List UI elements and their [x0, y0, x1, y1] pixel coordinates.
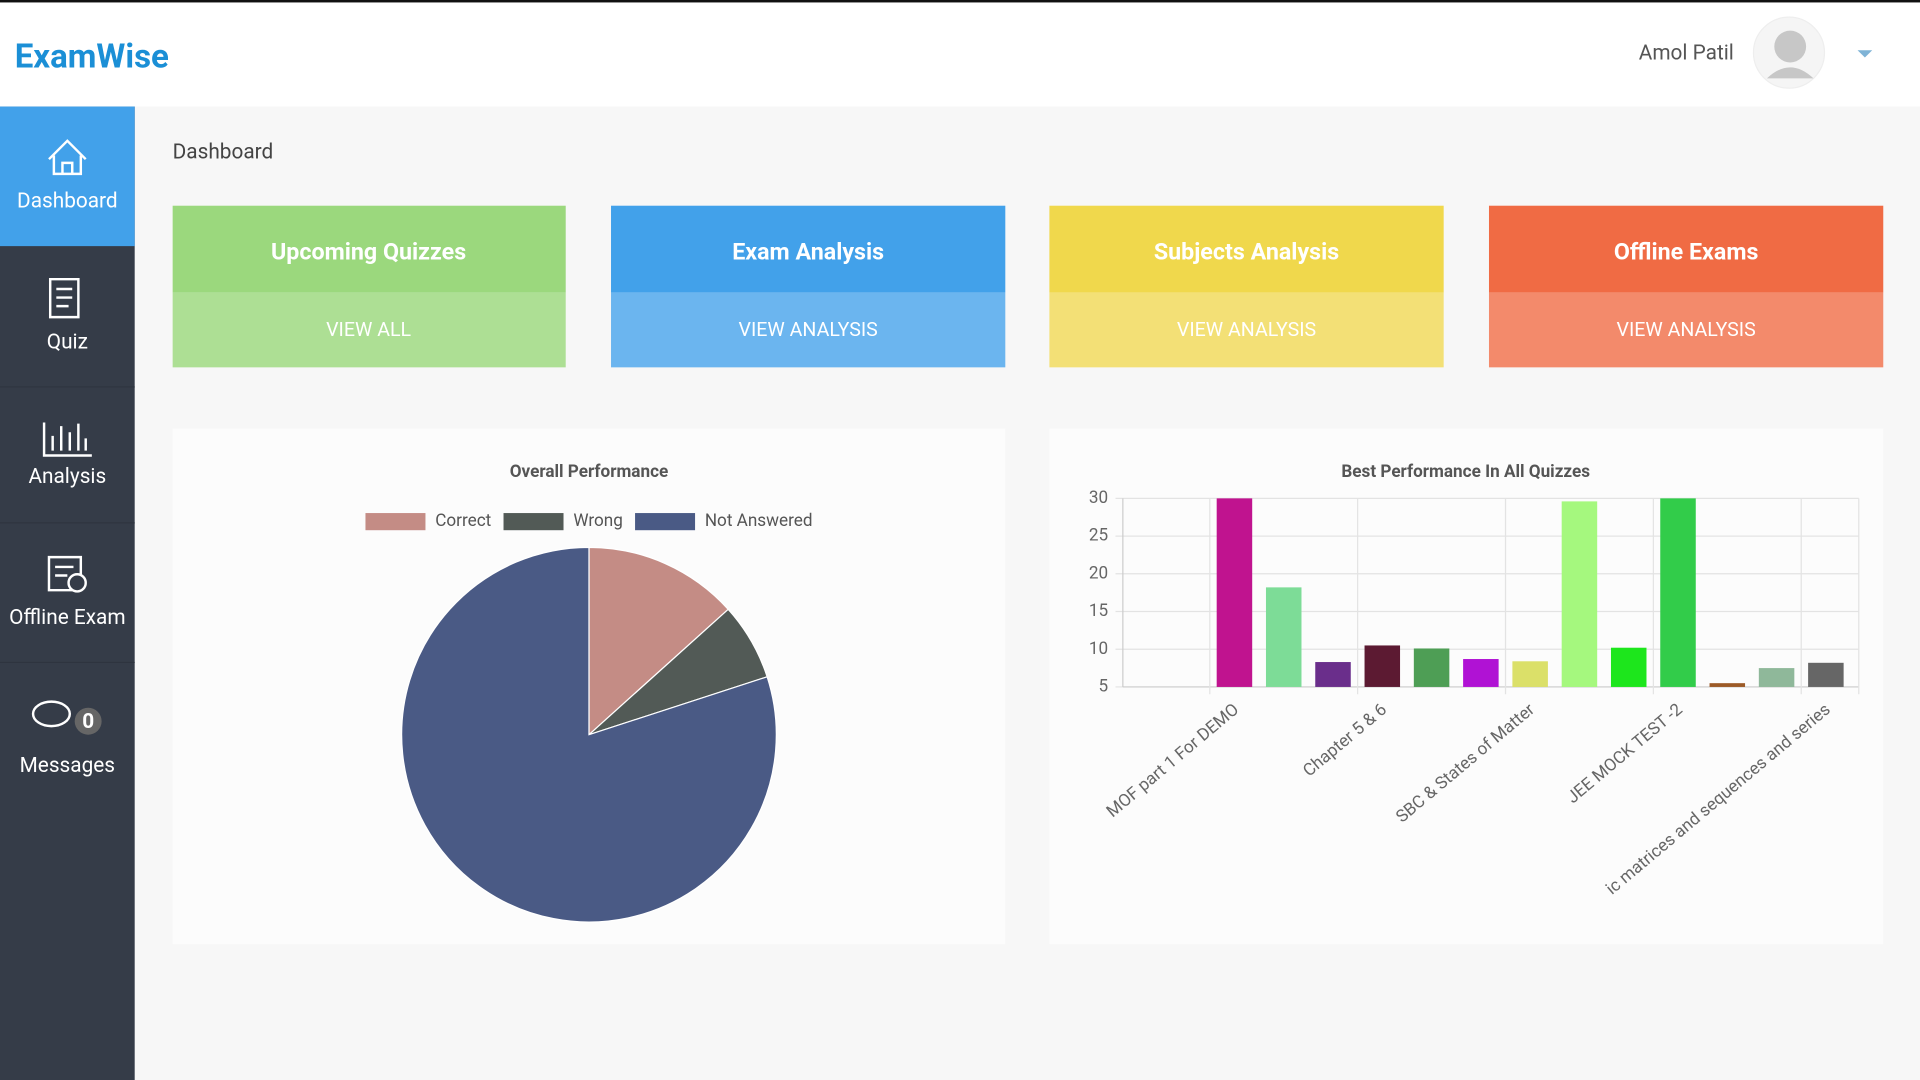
logo[interactable]: ExamWise	[15, 38, 169, 77]
card-header	[611, 205, 1006, 293]
bar	[1315, 662, 1351, 687]
y-tick-label: 20	[1089, 563, 1108, 583]
legend-swatch	[635, 513, 696, 531]
card-button[interactable]	[1488, 292, 1884, 368]
legend-swatch	[503, 513, 564, 531]
bar	[1758, 668, 1795, 687]
card-title: Exam Analysis	[732, 238, 884, 266]
nav-label[interactable]: Messages	[20, 754, 115, 778]
sidebar-bg	[0, 106, 135, 1080]
avatar[interactable]	[1752, 16, 1826, 89]
user-name[interactable]: Amol Patil	[1639, 41, 1734, 65]
nav-label[interactable]: Analysis	[28, 465, 106, 489]
card-header	[1488, 205, 1884, 293]
bar	[1610, 647, 1647, 687]
card-title: Subjects Analysis	[1154, 238, 1339, 266]
chart-title: Best Performance In All Quizzes	[1341, 462, 1590, 482]
dropdown-caret[interactable]	[1857, 50, 1873, 58]
home-icon	[48, 139, 87, 176]
y-tick-label: 10	[1089, 639, 1108, 659]
bar	[1660, 498, 1696, 687]
nav-label[interactable]: Dashboard	[17, 190, 118, 214]
card-title: Offline Exams	[1614, 238, 1759, 266]
analysis-icon	[42, 422, 92, 457]
clock-icon	[67, 573, 87, 593]
top-border	[0, 0, 1920, 3]
card-button[interactable]	[172, 292, 566, 368]
messages-icon	[31, 700, 72, 728]
y-tick-label: 30	[1089, 488, 1108, 508]
chart-title: Overall Performance	[510, 462, 669, 482]
card-button[interactable]	[1049, 292, 1444, 368]
y-tick-label: 5	[1099, 676, 1109, 696]
bar	[1413, 648, 1450, 687]
legend-label: Wrong	[573, 511, 623, 531]
badge	[74, 707, 102, 735]
quiz-icon	[48, 277, 80, 319]
nav-label[interactable]: Quiz	[47, 330, 88, 354]
cards: Upcoming Quizzes VIEW ALL Exam Analysis …	[172, 205, 1884, 368]
card-header	[172, 205, 566, 293]
nav-label[interactable]: Offline Exam	[9, 606, 125, 630]
y-tick-label: 15	[1089, 601, 1108, 621]
pie-slice	[401, 546, 777, 923]
sidebar: Dashboard Quiz Analysis Offline Exam 0 M…	[0, 106, 135, 1080]
card-action[interactable]: VIEW ANALYSIS	[739, 318, 878, 341]
bar	[1364, 645, 1401, 687]
legend-swatch	[365, 513, 426, 531]
header	[0, 0, 1920, 107]
badge-count: 0	[82, 710, 94, 734]
legend-label: Not Answered	[705, 511, 813, 531]
bar	[1216, 498, 1253, 687]
bar	[1265, 587, 1302, 687]
card-action[interactable]: VIEW ANALYSIS	[1177, 318, 1316, 341]
card-header	[1049, 205, 1444, 293]
bar	[1808, 662, 1844, 687]
nav-active[interactable]	[0, 106, 135, 247]
bar	[1709, 683, 1746, 687]
page-title: Dashboard	[173, 141, 274, 165]
card-action[interactable]: VIEW ALL	[326, 318, 411, 341]
card-action[interactable]: VIEW ANALYSIS	[1616, 318, 1755, 341]
bar	[1512, 661, 1548, 687]
y-tick-label: 25	[1089, 526, 1108, 546]
card-title: Upcoming Quizzes	[271, 238, 466, 266]
pie-slice	[588, 546, 730, 737]
bar	[1463, 659, 1499, 687]
card-button[interactable]	[611, 292, 1006, 368]
legend-label: Correct	[435, 511, 491, 531]
bar	[1561, 501, 1598, 687]
